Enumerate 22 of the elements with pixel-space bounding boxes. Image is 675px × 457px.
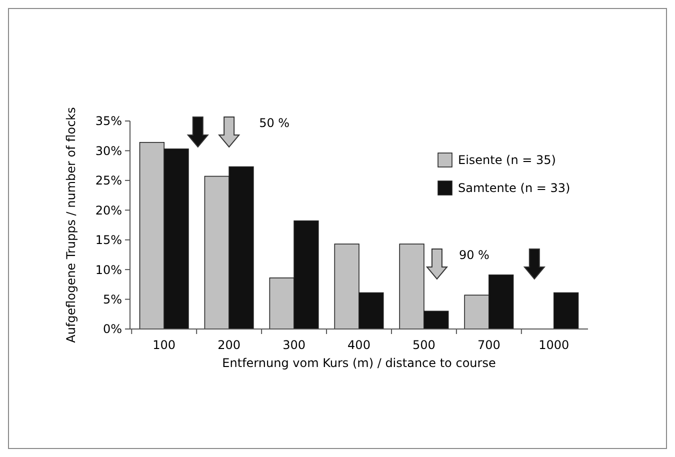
x-tick-label: 300 — [282, 338, 306, 352]
y-tick-label: 0% — [102, 322, 122, 336]
legend-label: Eisente (n = 35) — [458, 153, 556, 168]
bar — [553, 292, 579, 330]
x-axis-title: Entfernung vom Kurs (m) / distance to course — [222, 356, 496, 370]
annotation: 90 % — [458, 248, 490, 262]
y-tick-label: 10% — [95, 262, 122, 277]
x-tick-label: 100 — [152, 338, 176, 352]
y-tick-label: 15% — [95, 233, 122, 248]
y-tick-label: 20% — [95, 203, 122, 218]
y-tick-label: 5% — [102, 292, 122, 306]
x-tick-label: 700 — [477, 338, 500, 352]
y-tick-label: 35% — [95, 114, 122, 128]
x-tick-label: 1000 — [538, 338, 570, 352]
legend-label: Samtente (n = 33) — [458, 181, 570, 196]
y-tick-label: 25% — [95, 174, 122, 188]
x-tick-label: 500 — [412, 338, 436, 352]
x-tick-label: 400 — [348, 338, 370, 352]
y-axis-title: Aufgeflogene Trupps / number of flocks — [64, 107, 78, 343]
x-tick-label: 200 — [218, 338, 241, 352]
annotation: 50 % — [259, 116, 290, 130]
y-tick-label: 30% — [95, 144, 122, 158]
